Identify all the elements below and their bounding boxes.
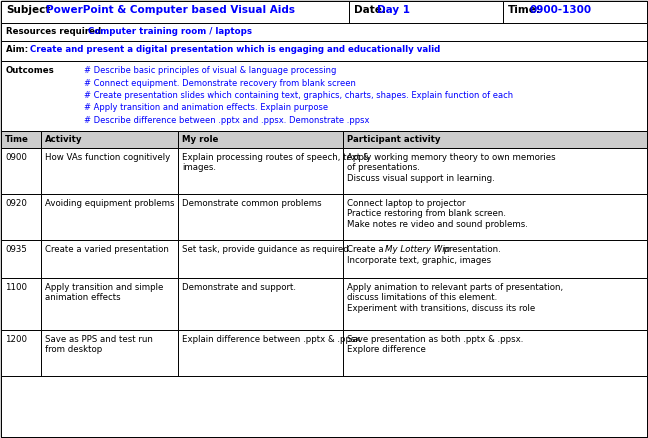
Text: # Describe difference between .pptx and .ppsx. Demonstrate .ppsx: # Describe difference between .pptx and … <box>84 116 369 125</box>
Text: Set task, provide guidance as required.: Set task, provide guidance as required. <box>182 245 351 254</box>
Bar <box>41 330 178 376</box>
Text: ’ presentation.: ’ presentation. <box>438 245 501 254</box>
Text: # Create presentation slides which containing text, graphics, charts, shapes. Ex: # Create presentation slides which conta… <box>84 91 513 100</box>
Text: Explain difference between .pptx & .ppsx: Explain difference between .pptx & .ppsx <box>182 335 361 344</box>
Bar <box>41 278 178 330</box>
Text: Time:: Time: <box>508 5 541 15</box>
Bar <box>343 278 647 330</box>
Bar <box>178 148 343 194</box>
Text: My role: My role <box>182 135 218 144</box>
Text: PowerPoint & Computer based Visual Aids: PowerPoint & Computer based Visual Aids <box>46 5 295 15</box>
Bar <box>343 131 647 148</box>
Text: 0920: 0920 <box>5 199 27 208</box>
Bar <box>1 148 41 194</box>
Text: My Lottery Win: My Lottery Win <box>385 245 450 254</box>
Text: 0900-1300: 0900-1300 <box>529 5 591 15</box>
Text: # Apply transition and animation effects. Explain purpose: # Apply transition and animation effects… <box>84 103 328 113</box>
Bar <box>41 131 178 148</box>
Text: Apply animation to relevant parts of presentation,
discuss limitations of this e: Apply animation to relevant parts of pre… <box>347 283 563 313</box>
Text: Subject: Subject <box>6 5 51 15</box>
Text: Create a ‘: Create a ‘ <box>347 245 389 254</box>
Text: Computer training room / laptops: Computer training room / laptops <box>88 27 252 36</box>
Text: 0935: 0935 <box>5 245 27 254</box>
Text: Demonstrate common problems: Demonstrate common problems <box>182 199 321 208</box>
Bar <box>343 330 647 376</box>
Bar <box>178 240 343 278</box>
Bar <box>1 330 41 376</box>
Bar <box>41 240 178 278</box>
Bar <box>1 61 647 131</box>
Bar <box>343 240 647 278</box>
Text: Day 1: Day 1 <box>377 5 410 15</box>
Text: 1100: 1100 <box>5 283 27 292</box>
Bar <box>343 194 647 240</box>
Bar <box>1 23 647 41</box>
Text: Apply working memory theory to own memories
of presentations.
Discuss visual sup: Apply working memory theory to own memor… <box>347 153 555 183</box>
Text: Outcomes: Outcomes <box>6 66 54 75</box>
Bar <box>178 194 343 240</box>
Bar <box>1 376 647 437</box>
Text: Create and present a digital presentation which is engaging and educationally va: Create and present a digital presentatio… <box>30 45 440 54</box>
Text: Time: Time <box>5 135 29 144</box>
Text: Participant activity: Participant activity <box>347 135 441 144</box>
Bar <box>1 131 41 148</box>
Bar <box>1 240 41 278</box>
Bar <box>1 194 41 240</box>
Text: Save as PPS and test run
from desktop: Save as PPS and test run from desktop <box>45 335 153 354</box>
Bar <box>1 278 41 330</box>
Text: Save presentation as both .pptx & .ppsx.
Explore difference: Save presentation as both .pptx & .ppsx.… <box>347 335 524 354</box>
Text: Demonstrate and support.: Demonstrate and support. <box>182 283 296 292</box>
Bar <box>178 131 343 148</box>
Text: Explain processing routes of speech, text &
images.: Explain processing routes of speech, tex… <box>182 153 369 173</box>
Bar <box>1 41 647 61</box>
Bar <box>349 1 503 23</box>
Text: Resources required: Resources required <box>6 27 101 36</box>
Text: Incorporate text, graphic, images: Incorporate text, graphic, images <box>347 256 491 265</box>
Bar <box>41 194 178 240</box>
Text: # Connect equipment. Demonstrate recovery from blank screen: # Connect equipment. Demonstrate recover… <box>84 78 356 88</box>
Text: Connect laptop to projector
Practice restoring from blank screen.
Make notes re : Connect laptop to projector Practice res… <box>347 199 528 229</box>
Text: Date:: Date: <box>354 5 386 15</box>
Text: Activity: Activity <box>45 135 82 144</box>
Text: Aim:: Aim: <box>6 45 31 54</box>
Bar <box>1 1 349 23</box>
Bar <box>503 1 647 23</box>
Bar <box>178 330 343 376</box>
Text: Avoiding equipment problems: Avoiding equipment problems <box>45 199 174 208</box>
Bar <box>41 148 178 194</box>
Text: Apply transition and simple
animation effects: Apply transition and simple animation ef… <box>45 283 163 302</box>
Text: Create a varied presentation: Create a varied presentation <box>45 245 169 254</box>
Text: How VAs function cognitively: How VAs function cognitively <box>45 153 170 162</box>
Bar <box>178 278 343 330</box>
Text: 0900: 0900 <box>5 153 27 162</box>
Text: # Describe basic principles of visual & language processing: # Describe basic principles of visual & … <box>84 66 336 75</box>
Text: 1200: 1200 <box>5 335 27 344</box>
Bar <box>343 148 647 194</box>
